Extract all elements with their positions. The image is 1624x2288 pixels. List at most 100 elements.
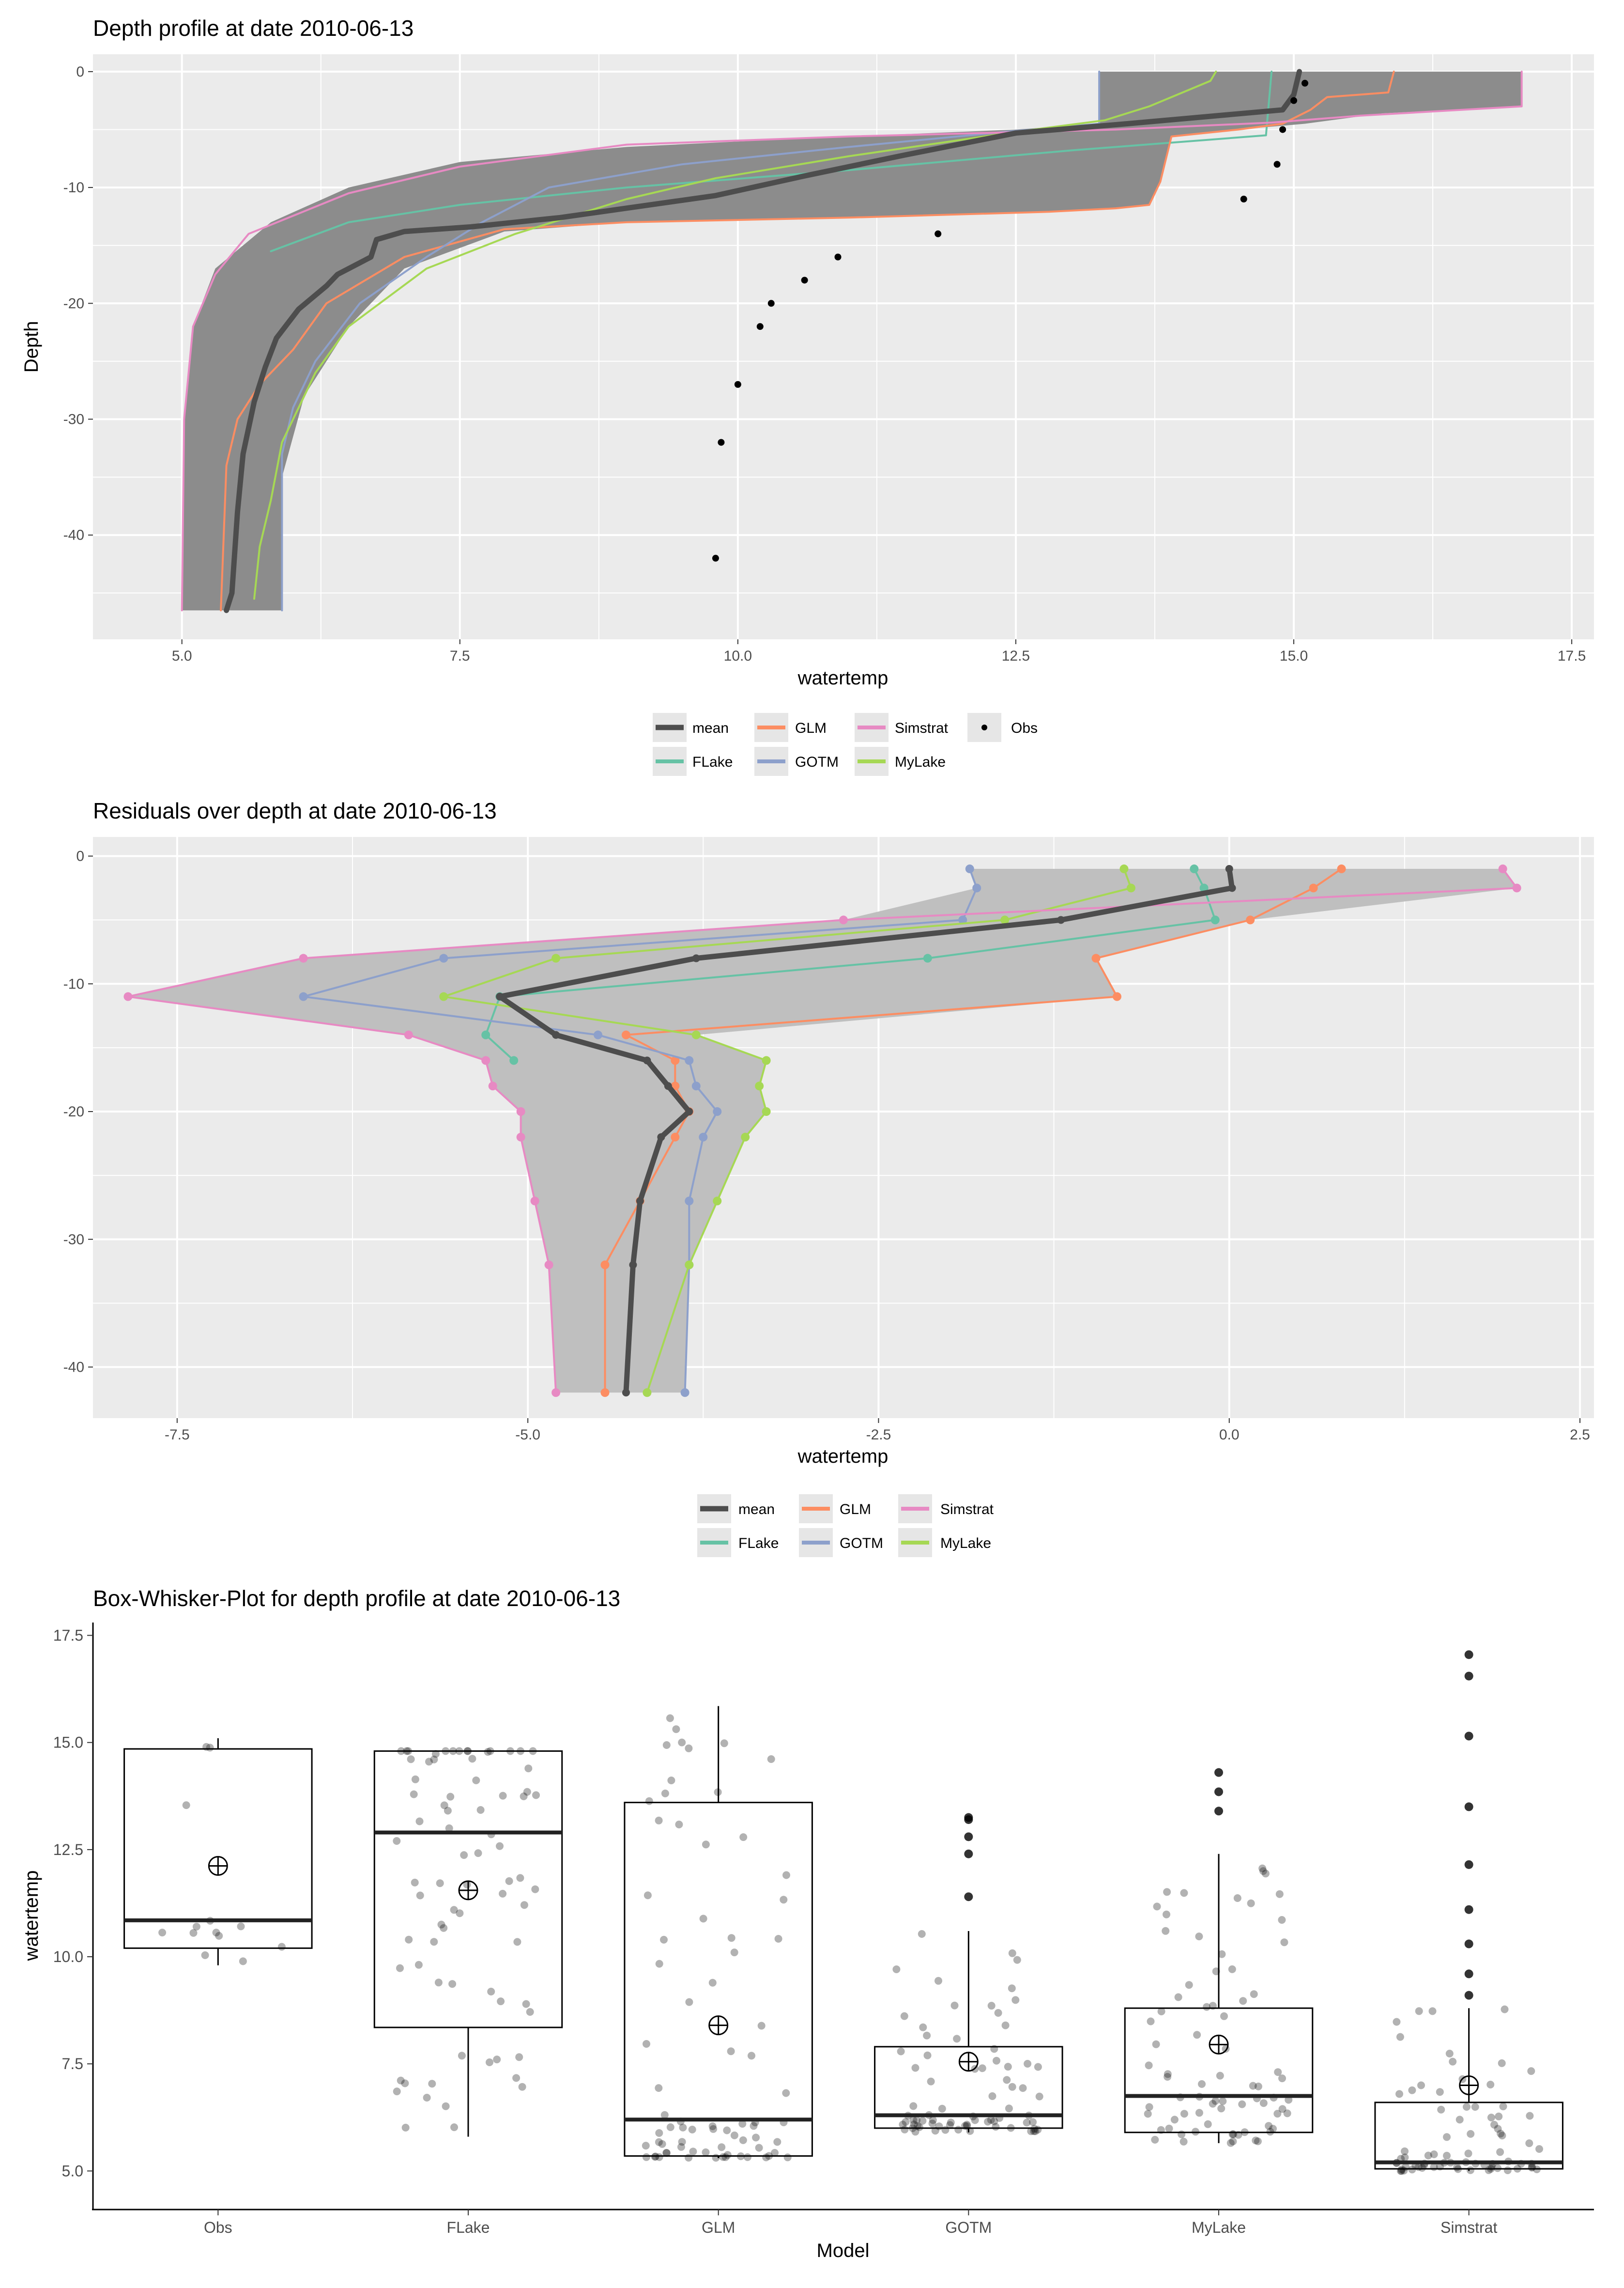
jitter-point xyxy=(448,1980,457,1988)
jitter-point xyxy=(782,2089,790,2097)
jitter-point xyxy=(425,1758,433,1766)
jitter-point xyxy=(928,2119,936,2128)
jitter-point xyxy=(1247,1899,1255,1907)
jitter-point xyxy=(423,2094,431,2102)
x-tick-label: 15.0 xyxy=(1280,648,1308,664)
jitter-point xyxy=(1180,2110,1188,2118)
y-tick-label: 0 xyxy=(76,849,84,865)
jitter-point xyxy=(752,2133,760,2142)
svg-text:GLM: GLM xyxy=(840,1501,871,1517)
residual-point xyxy=(713,1196,722,1206)
x-tick-label-simstrat: Simstrat xyxy=(1440,2219,1497,2236)
residuals-y-ticks: 0 -10 -20 -30 -40 xyxy=(63,849,93,1376)
residuals-chart: Residuals over depth at date 2010-06-13 … xyxy=(63,798,1594,1557)
x-tick-label: 7.5 xyxy=(450,648,470,664)
residual-point xyxy=(552,1388,561,1397)
jitter-point xyxy=(678,2138,686,2146)
jitter-point xyxy=(1013,1956,1021,1964)
y-tick-label: -30 xyxy=(63,1232,84,1248)
y-tick-label: 10.0 xyxy=(53,1948,83,1965)
jitter-point xyxy=(913,2116,921,2124)
jitter-point xyxy=(1503,2166,1512,2174)
jitter-point xyxy=(1163,1888,1171,1896)
box-glm xyxy=(624,1706,813,2162)
jitter-point xyxy=(1496,2148,1504,2156)
jitter-point xyxy=(757,2022,766,2030)
jitter-point xyxy=(1430,2150,1438,2158)
jitter-point xyxy=(472,1776,480,1784)
residual-series-simstrat xyxy=(123,864,1521,1397)
legend2-item-glm: GLM xyxy=(799,1494,871,1523)
depth-profile-y-ticks: 0 -10 -20 -30 -40 xyxy=(63,64,93,543)
residual-point xyxy=(1512,883,1521,893)
jitter-point xyxy=(1525,2139,1533,2148)
jitter-point xyxy=(774,1935,782,1943)
residuals-series xyxy=(123,864,1521,1397)
jitter-point xyxy=(1250,1990,1258,1998)
jitter-point xyxy=(730,2131,738,2139)
jitter-point xyxy=(463,1881,471,1889)
jitter-point xyxy=(994,2009,1002,2017)
jitter-point xyxy=(987,2116,995,2124)
jitter-point xyxy=(450,2123,458,2132)
jitter-point xyxy=(405,1935,413,1944)
jitter-point xyxy=(1466,2166,1474,2174)
jitter-point xyxy=(1164,2070,1172,2078)
x-tick-label-glm: GLM xyxy=(702,2219,735,2236)
outlier-point xyxy=(964,1813,973,1822)
residual-point xyxy=(1210,915,1220,925)
residual-point xyxy=(643,1388,652,1397)
y-tick-label: 15.0 xyxy=(53,1734,83,1751)
residual-point xyxy=(1119,864,1129,873)
jitter-point xyxy=(493,2056,501,2064)
depth-line-glm xyxy=(220,70,1395,612)
y-tick-label: -40 xyxy=(63,527,84,543)
residual-point xyxy=(1225,865,1233,873)
jitter-point xyxy=(1153,1902,1161,1911)
residual-point xyxy=(530,1196,539,1206)
residual-point xyxy=(439,954,448,963)
jitter-point xyxy=(437,1920,445,1929)
jitter-point xyxy=(923,2031,931,2040)
jitter-point xyxy=(655,2138,663,2146)
outlier-point xyxy=(1464,1671,1473,1681)
jitter-point xyxy=(1254,2082,1262,2090)
jitter-point xyxy=(655,2084,663,2092)
residual-point xyxy=(516,1107,525,1116)
jitter-point xyxy=(978,2064,986,2072)
jitter-point xyxy=(430,1755,438,1763)
jitter-point xyxy=(738,2120,747,2128)
jitter-point xyxy=(1430,2163,1438,2171)
jitter-point xyxy=(515,2053,523,2061)
jitter-point xyxy=(767,1755,775,1763)
jitter-point xyxy=(393,2087,401,2096)
jitter-point xyxy=(723,2151,732,2159)
residual-point xyxy=(552,954,561,963)
residual-point xyxy=(671,1132,680,1142)
jitter-point xyxy=(1273,2110,1282,2118)
obs-point xyxy=(801,277,808,284)
y-tick-label: -30 xyxy=(63,412,84,428)
box-gotm xyxy=(874,1813,1063,2136)
svg-text:Simstrat: Simstrat xyxy=(940,1501,994,1517)
residual-series-mean xyxy=(496,865,1236,1397)
residual-point xyxy=(972,883,981,893)
jitter-point xyxy=(935,1977,942,1985)
y-tick-label: -40 xyxy=(63,1360,84,1376)
depth-profile-legend: mean GLM Simstrat Obs FLake xyxy=(653,713,1038,776)
obs-point xyxy=(935,230,942,237)
obs-point xyxy=(1273,161,1281,168)
jitter-point xyxy=(723,2126,731,2134)
jitter-point xyxy=(393,1837,401,1845)
svg-text:Obs: Obs xyxy=(1011,720,1038,736)
jitter-point xyxy=(1436,2088,1444,2096)
jitter-point xyxy=(1261,1870,1270,1878)
obs-point xyxy=(756,323,764,330)
x-tick-label: -2.5 xyxy=(866,1427,891,1443)
jitter-point xyxy=(780,1896,788,1904)
box-iqr xyxy=(624,1802,813,2157)
jitter-point xyxy=(1417,2081,1425,2089)
residual-point xyxy=(123,992,133,1001)
jitter-point xyxy=(1269,2125,1277,2133)
